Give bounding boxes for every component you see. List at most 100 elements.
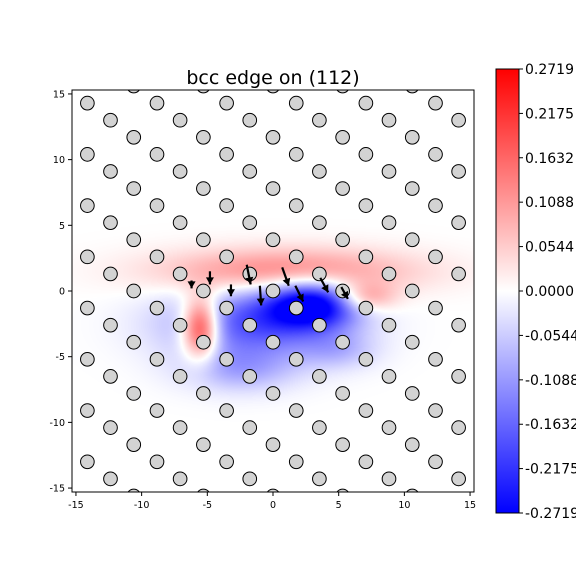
atom-marker	[404, 129, 420, 145]
atom-marker	[196, 181, 211, 196]
atom-marker	[336, 90, 349, 94]
atom-marker	[404, 283, 420, 299]
atom-marker	[404, 437, 420, 453]
atom-marker	[451, 215, 466, 231]
atom-marker	[196, 232, 211, 248]
atom-marker	[288, 351, 304, 367]
atom-marker	[242, 471, 258, 487]
displacement-arrow	[281, 266, 291, 287]
atom-marker	[358, 95, 374, 111]
atom-marker	[428, 95, 443, 111]
atom-marker	[382, 62, 396, 76]
y-tick-label: -5	[56, 352, 65, 363]
atom-marker	[265, 129, 281, 145]
atom-marker	[149, 147, 165, 162]
atom-marker	[127, 488, 140, 492]
atom-marker	[172, 266, 188, 282]
atom-marker	[149, 95, 165, 111]
atom-marker	[312, 420, 327, 435]
atom-marker	[265, 437, 281, 453]
atom-markers	[57, 62, 489, 520]
atom-marker	[288, 147, 304, 162]
atom-marker	[80, 147, 95, 162]
atom-marker	[196, 334, 211, 350]
atom-marker	[172, 471, 188, 487]
atom-marker	[57, 387, 71, 401]
atom-marker	[149, 249, 165, 265]
x-tick-label: 10	[398, 500, 410, 511]
atom-marker	[451, 471, 466, 487]
atom-marker	[172, 112, 188, 128]
atom-marker	[57, 233, 71, 247]
atom-marker	[381, 112, 397, 128]
colorbar-tick-label: 0.2175	[525, 106, 574, 122]
atom-marker	[172, 164, 188, 179]
atom-marker	[220, 506, 234, 520]
atom-marker	[358, 249, 374, 265]
atom-marker	[80, 454, 95, 470]
atom-marker	[126, 386, 142, 401]
colorbar-tick-label: -0.1632	[525, 417, 576, 433]
atom-marker	[126, 181, 142, 196]
atom-marker	[428, 403, 443, 418]
x-tick-label: 15	[464, 500, 476, 511]
atom-marker	[312, 369, 327, 384]
atom-marker	[335, 232, 350, 248]
atom-marker	[197, 488, 210, 492]
y-tick-label: -15	[49, 484, 65, 495]
plot-area	[57, 62, 489, 520]
atom-marker	[475, 182, 489, 196]
atom-marker	[404, 232, 420, 248]
atom-marker	[335, 129, 350, 145]
atom-marker	[103, 112, 118, 128]
y-tick-label: 10	[53, 155, 65, 166]
y-axis-ticks: -15 -10 -5 0 5 10 15	[49, 89, 72, 495]
atom-marker	[381, 266, 397, 282]
atom-marker	[197, 90, 210, 94]
atom-marker	[288, 300, 304, 316]
colorbar-tick-label: -0.2719	[525, 506, 576, 522]
atom-marker	[475, 79, 489, 93]
atom-marker	[406, 90, 419, 94]
atom-marker	[242, 317, 258, 333]
atom-marker	[219, 147, 234, 162]
atom-marker	[172, 317, 188, 333]
displacement-arrow	[187, 280, 196, 289]
atom-marker	[219, 351, 234, 367]
colorbar-tick-label: -0.2175	[525, 462, 576, 478]
displacement-arrow	[319, 277, 330, 293]
atom-marker	[80, 95, 95, 111]
atom-marker	[381, 164, 397, 179]
atom-marker	[149, 198, 165, 213]
atom-marker	[57, 130, 71, 144]
atom-marker	[336, 488, 349, 492]
x-tick-label: -5	[203, 500, 212, 511]
atom-marker	[219, 403, 234, 418]
atom-marker	[127, 90, 140, 94]
atom-marker	[265, 334, 281, 350]
atom-marker	[428, 454, 443, 470]
atom-marker	[57, 335, 71, 349]
colorbar-tick-label: 0.0544	[525, 240, 574, 256]
atom-marker	[312, 471, 327, 487]
colorbar-tick-label: 0.0000	[525, 284, 574, 300]
displacement-arrow	[340, 286, 349, 300]
atom-marker	[404, 386, 420, 401]
atom-marker	[196, 129, 211, 145]
atom-marker	[451, 112, 466, 128]
displacement-arrows	[187, 264, 349, 306]
atom-marker	[288, 454, 304, 470]
atom-marker	[428, 351, 443, 367]
atom-marker	[242, 164, 258, 179]
atom-marker	[406, 488, 419, 492]
atom-marker	[358, 454, 374, 470]
chart-title: bcc edge on (112)	[186, 67, 359, 89]
atom-marker	[80, 249, 95, 265]
atom-marker	[429, 506, 443, 520]
atom-marker	[265, 386, 281, 401]
atom-marker	[103, 420, 118, 435]
atom-marker	[358, 351, 374, 367]
y-tick-label: 5	[59, 221, 65, 232]
atom-marker	[358, 147, 374, 162]
